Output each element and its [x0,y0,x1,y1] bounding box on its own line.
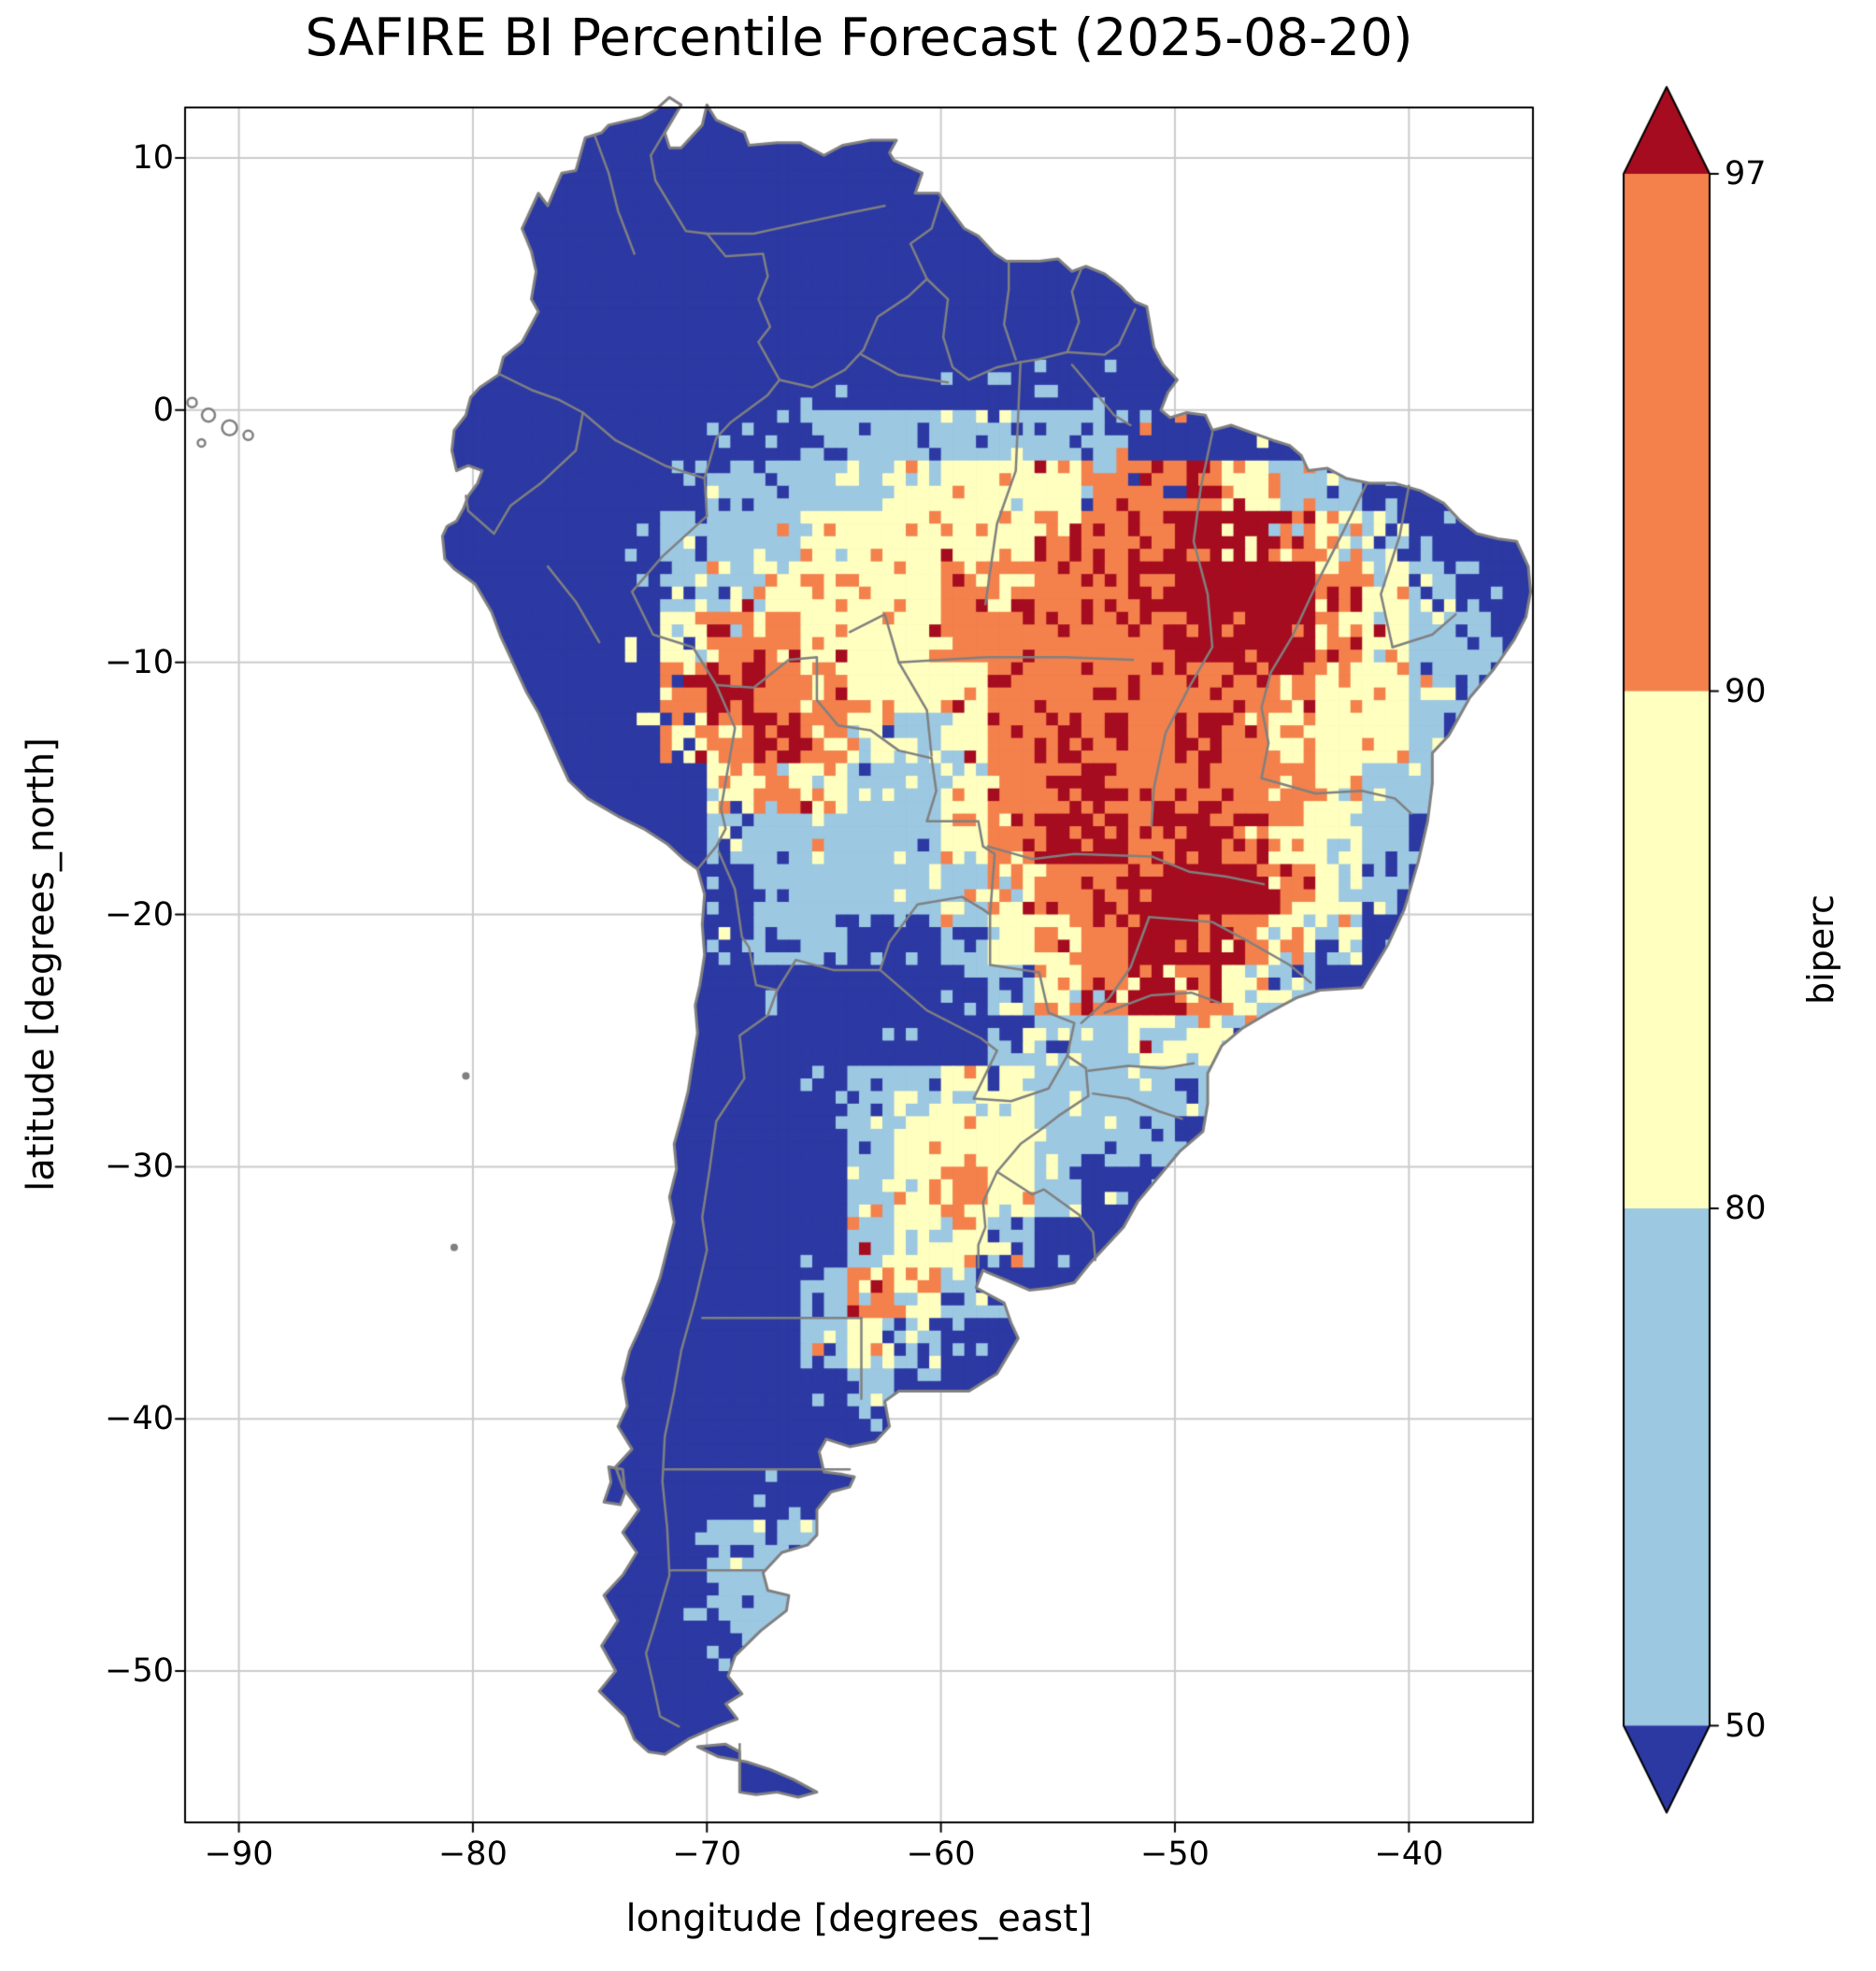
y-tick-label: −40 [105,1400,174,1438]
x-tick-label: −90 [204,1835,274,1873]
colorbar-tick-label: 97 [1725,155,1767,193]
y-tick-label: −20 [105,895,174,934]
colorbar-label: biperc [1800,894,1841,1005]
x-tick-label: −80 [437,1835,508,1873]
colorbar-tick-label: 80 [1725,1190,1767,1227]
x-tick-label: −70 [672,1835,742,1873]
y-tick-label: −10 [105,643,174,681]
y-axis-label: latitude [degrees_north] [20,737,63,1192]
x-axis-label: longitude [degrees_east] [625,1897,1093,1940]
x-tick-label: −50 [1140,1835,1210,1873]
y-tick-label: −50 [105,1652,174,1691]
y-tick-label: 0 [152,391,174,429]
colorbar-tick-label: 50 [1725,1707,1767,1745]
x-tick-label: −40 [1374,1835,1444,1873]
plot-title: SAFIRE BI Percentile Forecast (2025-08-2… [305,7,1413,67]
colorbar-tick-label: 90 [1725,672,1767,710]
y-tick-label: −30 [105,1148,174,1186]
y-tick-label: 10 [132,138,174,177]
x-tick-label: −60 [906,1835,976,1873]
